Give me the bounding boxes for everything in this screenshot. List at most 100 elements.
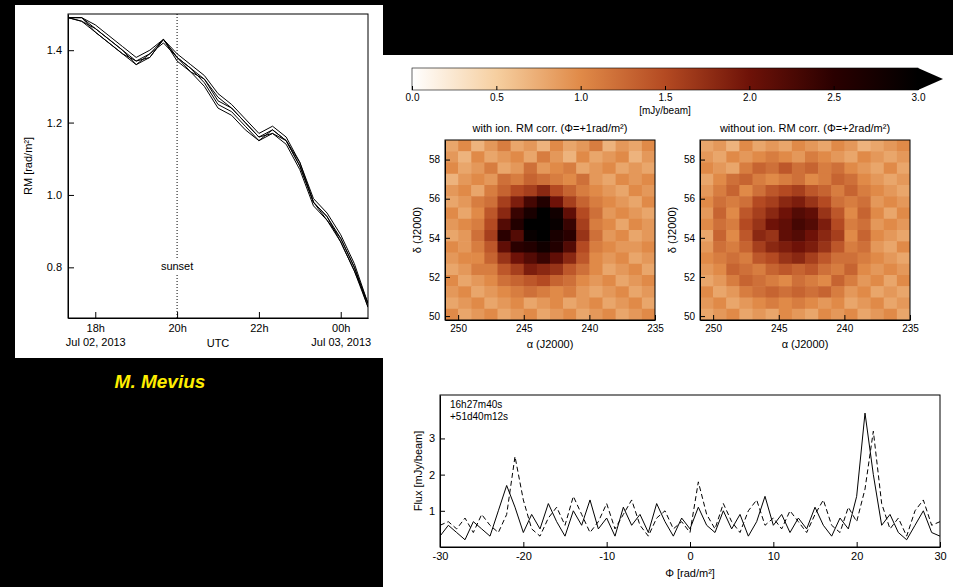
map-cell <box>792 196 806 208</box>
map-cell <box>700 298 714 310</box>
map-cell <box>818 151 832 163</box>
flux-chart: -30-20-10010203012316h27m40s+51d40m12sΦ … <box>412 395 947 579</box>
map-cell <box>871 174 885 186</box>
map-cell <box>629 151 643 163</box>
tick-mark <box>458 315 459 320</box>
tick-mark <box>589 315 590 320</box>
map-cell <box>563 298 577 310</box>
map-cell <box>484 140 498 152</box>
map-cell <box>603 230 617 242</box>
map-cell <box>576 275 590 287</box>
tick-mark <box>177 312 178 318</box>
map-cell <box>642 309 655 320</box>
map-cell <box>713 174 727 186</box>
map-cell <box>550 163 564 175</box>
tick: 1.5 <box>659 86 673 103</box>
map-cell <box>511 286 525 298</box>
tick-mark <box>940 542 941 547</box>
map-cell <box>818 309 832 320</box>
map-cell <box>642 151 655 163</box>
tick-mark <box>524 315 525 320</box>
tick: -10 <box>599 542 615 562</box>
map-cell <box>603 298 617 310</box>
map-cell <box>884 185 898 197</box>
tick-label: 0.8 <box>47 261 62 273</box>
annotation: sunset <box>161 260 193 272</box>
map-cell <box>537 219 551 231</box>
map-cell <box>858 286 872 298</box>
tick-label: 22h <box>250 322 268 334</box>
x-axis-title: Φ [rad/m²] <box>665 567 715 579</box>
map-cell <box>589 230 603 242</box>
map-cell <box>779 174 793 186</box>
map-cell <box>779 309 793 320</box>
tick: 20h <box>168 312 186 334</box>
tick-label: 50 <box>429 311 441 322</box>
map-cell <box>884 151 898 163</box>
map-cell <box>713 298 727 310</box>
map-cell <box>498 286 512 298</box>
map-cell <box>445 241 459 253</box>
axis-line <box>445 141 446 321</box>
map-cell <box>603 174 617 186</box>
map-cell <box>884 196 898 208</box>
map-cell <box>445 196 459 208</box>
map-cell <box>753 219 767 231</box>
map-cell <box>537 140 551 152</box>
map-cell <box>884 275 898 287</box>
tick: 58 <box>429 154 450 165</box>
map-cell <box>616 174 630 186</box>
map-cell <box>471 253 485 265</box>
map-cell <box>805 253 819 265</box>
tick: 1.4 <box>47 44 74 56</box>
map-cell <box>445 286 459 298</box>
map-cell <box>458 241 472 253</box>
axis: 250245240235 <box>701 315 920 334</box>
map-cell <box>498 230 512 242</box>
map-cell <box>897 286 910 298</box>
map-cell <box>616 185 630 197</box>
map-cell <box>471 185 485 197</box>
map-cell <box>524 230 538 242</box>
map-cell <box>603 264 617 276</box>
tick-mark <box>341 312 342 318</box>
y-axis-title: RM [rad/m²] <box>22 137 34 195</box>
tick-mark <box>844 315 845 320</box>
map-cell <box>642 230 655 242</box>
map-cell <box>642 286 655 298</box>
map-cell <box>858 298 872 310</box>
map-cell <box>779 163 793 175</box>
tick-mark <box>918 86 919 90</box>
map-cell <box>524 208 538 220</box>
map-cell <box>484 264 498 276</box>
map-cell <box>498 275 512 287</box>
map-cell <box>766 298 780 310</box>
map-cell <box>753 196 767 208</box>
colorbar-title: [mJy/beam] <box>639 105 691 116</box>
map-cell <box>753 151 767 163</box>
map-cell <box>871 151 885 163</box>
map-cell <box>484 309 498 320</box>
map-cell <box>589 196 603 208</box>
map-cell <box>537 241 551 253</box>
map-cell <box>726 298 740 310</box>
map-cell <box>897 174 910 186</box>
map-cell <box>805 298 819 310</box>
map-cell <box>739 151 753 163</box>
map-cell <box>537 264 551 276</box>
tick-mark <box>655 315 656 320</box>
tick: 245 <box>771 315 788 334</box>
map-cell <box>484 196 498 208</box>
map-cell <box>844 174 858 186</box>
tick-label: 2.5 <box>827 92 841 103</box>
tick-label: 3.0 <box>912 92 926 103</box>
map-cell <box>831 253 845 265</box>
map-cell <box>766 264 780 276</box>
tick-label: 10 <box>768 550 780 562</box>
map-cell <box>576 196 590 208</box>
tick-label: 56 <box>684 193 696 204</box>
map-cell <box>642 196 655 208</box>
map-cell <box>603 309 617 320</box>
map-cell <box>766 185 780 197</box>
map-cell <box>726 163 740 175</box>
